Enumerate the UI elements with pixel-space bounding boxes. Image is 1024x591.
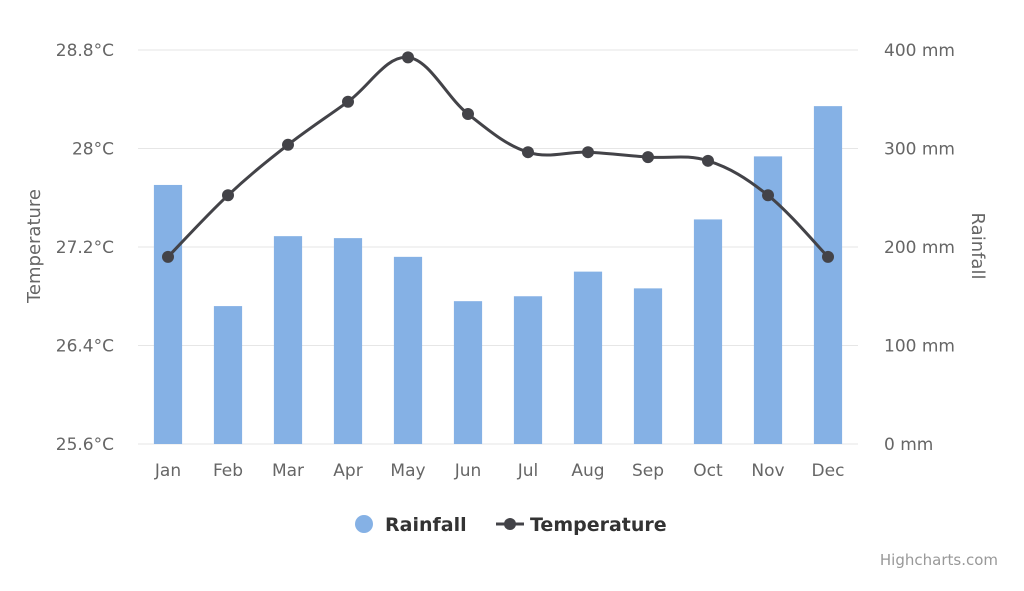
x-tick-label: Feb — [213, 461, 243, 481]
right-tick-label: 300 mm — [884, 140, 955, 160]
right-tick-label: 0 mm — [884, 435, 933, 455]
legend-item-temperature[interactable]: Temperature — [496, 514, 667, 536]
x-tick-label: Oct — [693, 461, 723, 481]
x-tick-label: Apr — [333, 461, 362, 481]
x-tick-label: Sep — [632, 461, 664, 481]
left-axis-ticks: 28.8°C 28°C 27.2°C 26.4°C 25.6°C — [56, 41, 114, 455]
rainfall-bar-feb[interactable] — [213, 306, 243, 444]
rainfall-bar-jul[interactable] — [513, 296, 543, 444]
rainfall-bar-jan[interactable] — [153, 184, 183, 444]
x-tick-label: May — [390, 461, 425, 481]
temperature-point-mar[interactable] — [282, 138, 294, 151]
legend-rainfall-marker — [355, 515, 373, 533]
left-tick-label: 25.6°C — [56, 435, 114, 455]
temperature-point-sep[interactable] — [642, 151, 654, 164]
temperature-point-feb[interactable] — [222, 189, 234, 202]
left-axis-title: Temperature — [24, 189, 45, 304]
right-tick-label: 400 mm — [884, 41, 955, 61]
legend-item-rainfall[interactable]: Rainfall — [355, 514, 467, 536]
left-tick-label: 28.8°C — [56, 41, 114, 61]
temperature-point-jan[interactable] — [162, 250, 174, 263]
x-tick-label: Aug — [571, 461, 604, 481]
x-tick-label: Mar — [272, 461, 304, 481]
temperature-point-nov[interactable] — [762, 189, 774, 202]
rainfall-bar-jun[interactable] — [453, 301, 483, 444]
right-tick-label: 200 mm — [884, 238, 955, 258]
credits-link[interactable]: Highcharts.com — [880, 551, 998, 569]
left-tick-label: 26.4°C — [56, 337, 114, 357]
rainfall-bar-mar[interactable] — [273, 236, 303, 444]
x-tick-label: Jan — [154, 461, 181, 481]
x-tick-label: Jul — [517, 461, 539, 481]
x-tick-label: Dec — [812, 461, 845, 481]
x-tick-label: Jun — [454, 461, 482, 481]
temperature-point-may[interactable] — [402, 51, 414, 64]
x-tick-label: Nov — [751, 461, 784, 481]
temperature-line — [166, 55, 830, 259]
rainfall-bar-may[interactable] — [393, 256, 423, 444]
temperature-point-apr[interactable] — [342, 95, 354, 108]
rainfall-bars — [153, 106, 843, 445]
left-tick-label: 27.2°C — [56, 238, 114, 258]
legend-temperature-label: Temperature — [530, 514, 667, 536]
temperature-point-aug[interactable] — [582, 146, 594, 159]
left-tick-label: 28°C — [72, 140, 114, 160]
right-tick-label: 100 mm — [884, 337, 955, 357]
temperature-point-dec[interactable] — [822, 250, 834, 263]
temperature-point-oct[interactable] — [702, 154, 714, 167]
gridlines — [138, 49, 858, 445]
temperature-point-jun[interactable] — [462, 108, 474, 121]
legend: Rainfall Temperature — [355, 514, 667, 536]
right-axis-title: Rainfall — [967, 213, 988, 280]
rainfall-bar-apr[interactable] — [333, 238, 363, 444]
rainfall-bar-sep[interactable] — [633, 288, 663, 444]
x-axis-ticks: Jan Feb Mar Apr May Jun Jul Aug Sep Oct Nov Dec — [154, 461, 845, 481]
temperature-series — [162, 51, 834, 263]
legend-rainfall-label: Rainfall — [385, 514, 467, 536]
right-axis-ticks: 400 mm 300 mm 200 mm 100 mm 0 mm — [884, 41, 955, 455]
rainfall-bar-dec[interactable] — [813, 106, 843, 445]
temperature-point-jul[interactable] — [522, 146, 534, 159]
rainfall-bar-oct[interactable] — [693, 219, 723, 444]
rainfall-bar-aug[interactable] — [573, 271, 603, 444]
legend-temperature-marker — [504, 518, 516, 530]
